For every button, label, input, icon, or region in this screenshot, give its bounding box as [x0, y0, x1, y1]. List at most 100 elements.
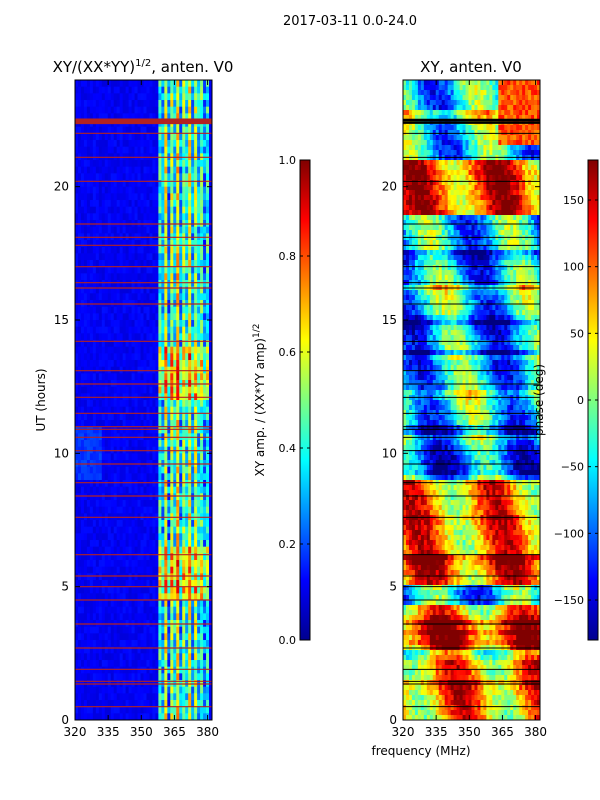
amplitude-cell: [119, 520, 124, 528]
amplitude-cell: [125, 206, 130, 214]
amplitude-cell: [146, 566, 150, 574]
amplitude-cell: [95, 253, 100, 261]
amplitude-cell: [140, 360, 144, 368]
amplitude-cell: [107, 653, 112, 661]
amplitude-cell: [143, 480, 147, 488]
amplitude-cell: [101, 713, 106, 720]
amplitude-colorbar-label: XY amp. / (XX*YY amp)1/2: [252, 324, 267, 477]
amplitude-cell: [98, 466, 103, 474]
amplitude-cell: [86, 573, 91, 581]
phase-cell: [531, 90, 535, 96]
phase-cell: [408, 125, 413, 131]
amplitude-panel-title: XY/(XX*YY)1/2, anten. V0: [53, 58, 234, 76]
amplitude-cell: [206, 553, 210, 561]
amplitude-cell: [161, 326, 165, 334]
amplitude-cell: [86, 693, 91, 701]
phase-cell: [423, 85, 428, 91]
amplitude-cell: [101, 293, 106, 301]
amplitude-cell: [179, 113, 183, 121]
amplitude-cell: [158, 226, 162, 234]
amplitude-cell: [125, 386, 130, 394]
amplitude-cell: [164, 593, 168, 601]
amplitude-cell: [164, 200, 168, 208]
amplitude-cell: [143, 453, 147, 461]
amplitude-cell: [131, 273, 135, 281]
amplitude-cell: [119, 273, 124, 281]
amplitude-cell: [137, 453, 141, 461]
amplitude-cell: [125, 260, 130, 268]
phase-cell: [447, 80, 452, 86]
amplitude-cell: [203, 586, 207, 594]
amplitude-cell: [155, 593, 159, 601]
amplitude-cell: [98, 173, 103, 181]
amplitude-cell: [95, 320, 100, 328]
amplitude-cell: [188, 540, 192, 548]
amplitude-cell: [101, 226, 106, 234]
amplitude-cell: [188, 520, 192, 528]
amplitude-cell: [152, 613, 156, 621]
amplitude-cell: [77, 360, 82, 368]
amplitude-cell: [107, 473, 112, 481]
phase-cell: [438, 90, 443, 96]
amplitude-cell: [131, 520, 135, 528]
amplitude-cell: [158, 520, 162, 528]
phase-cell: [474, 90, 478, 96]
amplitude-cell: [158, 440, 162, 448]
amplitude-cell: [179, 86, 183, 94]
amplitude-cell: [191, 480, 195, 488]
amplitude-cell: [197, 193, 201, 201]
amplitude-cell: [101, 686, 106, 694]
amplitude-cell: [155, 353, 159, 361]
amplitude-cell: [182, 713, 186, 720]
amplitude-cell: [149, 113, 153, 121]
amplitude-cell: [137, 573, 141, 581]
amplitude-cell: [209, 666, 212, 674]
amplitude-cell: [140, 180, 144, 188]
amplitude-cell: [75, 486, 79, 494]
amplitude-cell: [194, 386, 198, 394]
amplitude-cell: [83, 646, 88, 654]
amplitude-cell: [119, 453, 124, 461]
amplitude-cell: [173, 493, 177, 501]
amplitude-cell: [95, 686, 100, 694]
amplitude-cell: [86, 406, 91, 414]
amplitude-cell: [188, 306, 192, 314]
amplitude-cell: [155, 113, 159, 121]
amplitude-cell: [116, 373, 121, 381]
amplitude-cell: [107, 333, 112, 341]
amplitude-cell: [98, 706, 103, 714]
amplitude-cell: [188, 506, 192, 514]
amplitude-cell: [158, 240, 162, 248]
amplitude-cell: [92, 406, 97, 414]
phase-cell: [411, 85, 416, 91]
amplitude-cell: [134, 126, 138, 134]
amplitude-cell: [179, 373, 183, 381]
amplitude-cell: [206, 126, 210, 134]
amplitude-cell: [197, 573, 201, 581]
amplitude-cell: [155, 266, 159, 274]
amplitude-cell: [209, 226, 212, 234]
amplitude-cell: [155, 660, 159, 668]
amplitude-cell: [119, 226, 124, 234]
amplitude-cell: [107, 520, 112, 528]
amplitude-cell: [173, 473, 177, 481]
amplitude-cell: [209, 600, 212, 608]
amplitude-cell: [182, 253, 186, 261]
amplitude-cell: [209, 453, 212, 461]
amplitude-cell: [176, 573, 180, 581]
amplitude-cell: [113, 80, 118, 88]
phase-cell: [420, 130, 425, 136]
amplitude-cell: [191, 360, 195, 368]
phase-cell: [432, 95, 437, 101]
amplitude-cell: [86, 280, 91, 288]
amplitude-cell: [131, 320, 135, 328]
amplitude-cell: [164, 626, 168, 634]
amplitude-cell: [149, 686, 153, 694]
phase-cell: [477, 80, 481, 86]
amplitude-cell: [209, 186, 212, 194]
amplitude-cell: [86, 673, 91, 681]
amplitude-cell: [107, 606, 112, 614]
amplitude-cell: [158, 686, 162, 694]
amplitude-cell: [179, 573, 183, 581]
phase-cell: [462, 125, 466, 131]
